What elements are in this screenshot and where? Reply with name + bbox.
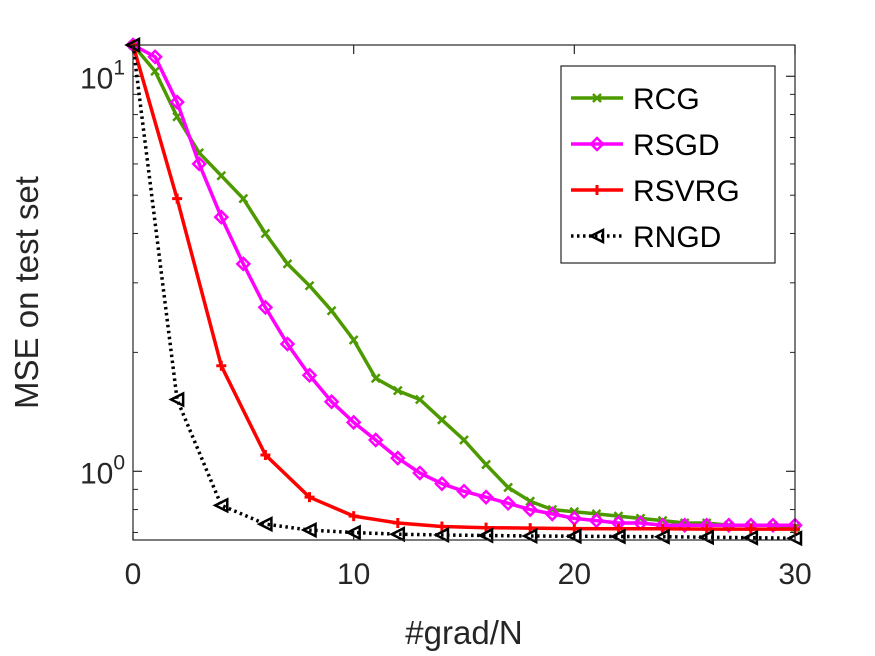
point-rsvrg xyxy=(260,449,271,460)
point-rcg xyxy=(260,228,271,239)
legend-label-rsvrg: RSVRG xyxy=(633,175,740,208)
point-rngd xyxy=(344,524,361,541)
legend-marker-rcg xyxy=(592,93,602,103)
point-rsgd xyxy=(279,336,296,352)
legend-marker-rngd xyxy=(588,227,605,245)
legend-marker-rsgd xyxy=(589,136,605,152)
x-tick-label: 0 xyxy=(125,558,142,591)
point-rngd xyxy=(565,528,582,545)
point-rngd xyxy=(389,526,406,543)
point-rsgd xyxy=(235,256,252,272)
point-rsgd xyxy=(500,495,516,512)
point-rngd xyxy=(521,527,538,544)
point-rngd xyxy=(168,391,185,408)
legend-item-rsgd: RSGD xyxy=(571,129,720,162)
point-rcg xyxy=(348,335,359,345)
point-rsgd xyxy=(191,156,207,172)
point-rcg xyxy=(437,414,447,425)
y-axis-label: MSE on test set xyxy=(8,176,45,409)
point-rsvrg xyxy=(216,360,227,371)
x-ticks: 0 10 20 30 xyxy=(125,45,812,591)
point-rsgd xyxy=(478,489,494,505)
point-rsvrg xyxy=(392,517,403,528)
point-rngd xyxy=(256,516,273,533)
point-rcg xyxy=(238,193,249,204)
point-rsvrg xyxy=(304,492,315,503)
point-rsgd xyxy=(147,49,163,65)
point-rcg xyxy=(525,496,536,507)
point-rcg xyxy=(304,280,315,291)
legend-label-rngd: RNGD xyxy=(633,221,721,254)
point-rcg xyxy=(392,385,403,396)
point-rsgd xyxy=(257,299,274,316)
legend-item-rngd: RNGD xyxy=(571,221,721,254)
point-rsvrg xyxy=(172,193,183,204)
legend-item-rcg: RCG xyxy=(571,83,700,116)
point-rcg xyxy=(503,482,514,493)
point-rngd xyxy=(742,529,759,546)
point-rsgd xyxy=(721,517,737,534)
point-rsgd xyxy=(434,475,450,492)
y-minor-ticks xyxy=(133,93,795,533)
y-major-ticks: 100 101 xyxy=(80,56,795,490)
point-rcg xyxy=(216,170,227,181)
point-rcg xyxy=(150,66,160,77)
point-rcg xyxy=(282,259,293,269)
point-rsgd xyxy=(345,414,362,431)
x-axis-label: #grad/N xyxy=(405,614,522,651)
legend: RCG RSGD RSVRG RNGD xyxy=(560,65,776,264)
point-rcg xyxy=(370,373,381,384)
point-rcg xyxy=(459,435,469,445)
point-rsgd xyxy=(544,506,561,522)
point-rsgd xyxy=(765,517,781,534)
series-layer xyxy=(124,36,803,547)
point-rsgd xyxy=(676,517,693,534)
point-rcg xyxy=(414,394,425,405)
point-rngd xyxy=(300,522,317,539)
point-rngd xyxy=(433,526,450,543)
point-rsgd xyxy=(213,209,230,225)
point-rsvrg xyxy=(657,523,668,534)
point-rcg xyxy=(326,305,337,316)
point-rsgd xyxy=(367,432,384,448)
y-tick-label: 101 xyxy=(80,56,125,95)
point-rcg xyxy=(481,459,491,470)
point-rsvrg xyxy=(348,511,359,522)
point-rngd xyxy=(477,527,494,544)
point-rsgd xyxy=(301,367,318,384)
legend-item-rsvrg: RSVRG xyxy=(571,175,740,208)
point-rsgd xyxy=(456,483,472,500)
point-rsvrg xyxy=(701,524,712,535)
x-tick-label: 30 xyxy=(778,558,811,591)
point-rngd xyxy=(212,497,229,514)
series-line-rsgd xyxy=(132,43,795,528)
y-tick-label: 100 xyxy=(80,451,125,490)
legend-marker-rsvrg xyxy=(592,185,602,195)
point-rsgd xyxy=(412,465,428,481)
series-rsgd xyxy=(125,37,803,534)
point-rsgd xyxy=(323,393,340,410)
point-rsvrg xyxy=(525,523,536,534)
x-tick-label: 20 xyxy=(558,558,591,591)
point-rsgd xyxy=(588,512,605,529)
point-rsgd xyxy=(169,94,185,110)
point-rsgd xyxy=(522,501,538,518)
plot-frame xyxy=(132,44,796,541)
point-rsvrg xyxy=(745,524,756,535)
point-rsvrg xyxy=(481,522,492,533)
series-line-rsvrg xyxy=(131,44,795,531)
point-rsgd xyxy=(390,450,406,466)
series-rsvrg xyxy=(128,40,800,535)
legend-label-rsgd: RSGD xyxy=(633,129,720,162)
legend-label-rcg: RCG xyxy=(633,83,700,116)
x-tick-label: 10 xyxy=(337,558,370,591)
point-rsvrg xyxy=(436,521,447,532)
